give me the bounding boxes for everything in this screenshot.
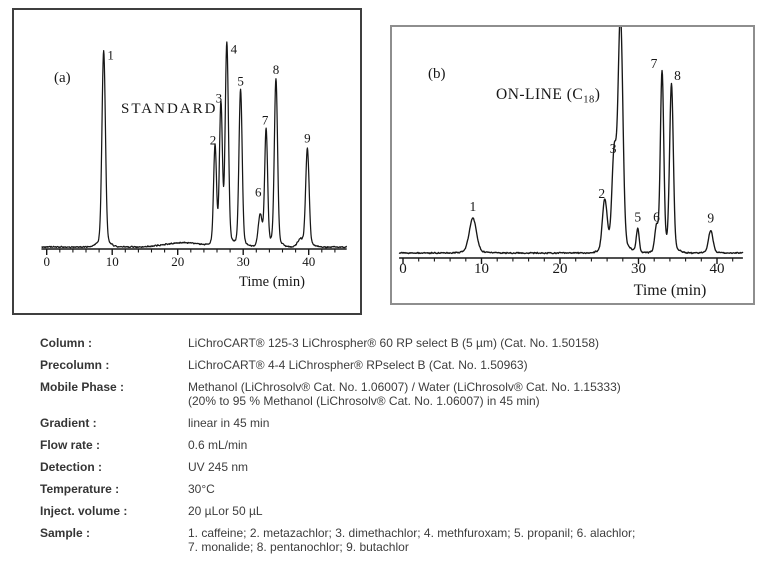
condition-label: Column : [40, 336, 92, 350]
condition-value-line: linear in 45 min [188, 416, 270, 430]
panel-letter: (b) [428, 66, 446, 82]
peak-label: 9 [304, 131, 311, 146]
x-tick-label: 40 [710, 261, 725, 277]
peak-label: 3 [216, 91, 223, 106]
condition-value-line: LiChroCART® 125-3 LiChrospher® 60 RP sel… [188, 336, 599, 350]
x-tick-label: 0 [43, 254, 50, 269]
peak-label: 5 [237, 73, 244, 88]
condition-row: Flow rate : 0.6 mL/min [40, 438, 746, 452]
condition-value-line: UV 245 nm [188, 460, 249, 474]
x-axis-title: Time (min) [634, 282, 707, 299]
condition-label: Flow rate : [40, 438, 101, 452]
condition-value-line: 30°C [188, 482, 215, 496]
chromatogram-panel-b: 0 10 20 30 40 Time (min) (b) ON-LINE (C18) 1 2 3 5 6… [390, 25, 755, 305]
peak-label: 5 [634, 209, 641, 224]
x-tick-label: 30 [237, 254, 250, 269]
peak-label: 6 [255, 184, 262, 199]
condition-value-line: 0.6 mL/min [188, 438, 248, 452]
peak-label: 1 [107, 47, 114, 62]
x-tick-label: 0 [399, 261, 407, 277]
condition-row: Precolumn : LiChroCART® 4-4 LiChrospher® … [40, 358, 746, 372]
condition-label: Temperature : [40, 482, 120, 496]
condition-value: 0.6 mL/min [188, 438, 746, 452]
condition-value-line: (20% to 95 % Methanol (LiChrosolv® Cat. … [188, 394, 540, 408]
x-axis-title: Time (min) [239, 274, 305, 290]
condition-value: 20 µLor 50 µL [188, 504, 746, 518]
condition-label: Gradient : [40, 416, 97, 430]
condition-label: Inject. volume : [40, 504, 128, 518]
condition-value-line: LiChroCART® 4-4 LiChrospher® RPselect B … [188, 358, 528, 372]
condition-row: Gradient : linear in 45 min [40, 416, 746, 430]
condition-label: Mobile Phase : [40, 380, 125, 394]
chromatogram-panel-a: 0 10 20 30 40 Time (min) (a) STANDARD 1 2 3 4 5 6 7 8 9 [12, 8, 362, 315]
condition-row: Detection : UV 245 nm [40, 460, 746, 474]
peak-label: 8 [273, 62, 280, 77]
chromatogram-a-plot: 0 10 20 30 40 Time (min) (a) STANDARD 1 2 3 4 5 6 7 8 9 [41, 41, 348, 290]
x-tick-label: 10 [474, 261, 489, 277]
condition-row: Inject. volume : 20 µLor 50 µL [40, 504, 746, 518]
peak-label: 7 [262, 112, 269, 127]
x-tick-label: 20 [171, 254, 184, 269]
peak-label: 9 [707, 210, 714, 225]
condition-value-line: 1. caffeine; 2. metazachlor; 3. dimethac… [188, 526, 636, 540]
x-tick-label: 30 [631, 261, 646, 277]
peak-label: 7 [651, 56, 658, 71]
conditions-table: Column : LiChroCART® 125-3 LiChrospher® 6… [40, 336, 746, 562]
condition-value: 1. caffeine; 2. metazachlor; 3. dimethac… [188, 526, 746, 554]
condition-row: Mobile Phase : Methanol (LiChrosolv® Cat.… [40, 380, 746, 408]
condition-value-line: 20 µLor 50 µL [188, 504, 263, 518]
condition-label: Sample : [40, 526, 91, 540]
peak-label: 8 [674, 68, 681, 83]
condition-value-line: 7. monalide; 8. pentanochlor; 9. butachl… [188, 540, 409, 554]
condition-value: LiChroCART® 125-3 LiChrospher® 60 RP sel… [188, 336, 746, 350]
condition-label: Detection : [40, 460, 103, 474]
condition-row: Temperature : 30°C [40, 482, 746, 496]
x-tick-label: 40 [302, 254, 315, 269]
x-tick-label: 20 [553, 261, 568, 277]
condition-label: Precolumn : [40, 358, 110, 372]
peak-label: 2 [598, 186, 605, 201]
peak-label: 6 [653, 209, 660, 224]
peak-label: 3 [610, 141, 617, 156]
x-tick-label: 10 [106, 254, 119, 269]
peak-label: 1 [469, 199, 476, 214]
condition-row: Column : LiChroCART® 125-3 LiChrospher® 6… [40, 336, 746, 350]
condition-value: 30°C [188, 482, 746, 496]
panel-title: ON-LINE (C18) [496, 86, 600, 106]
panel-title: STANDARD [121, 101, 217, 117]
condition-value: linear in 45 min [188, 416, 746, 430]
panel-letter: (a) [54, 70, 71, 86]
chromatogram-trace [398, 27, 744, 255]
peak-label: 2 [210, 133, 217, 148]
peak-label: 4 [231, 41, 238, 56]
condition-row: Sample : 1. caffeine; 2. metazachlor; 3. … [40, 526, 746, 554]
condition-value-line: Methanol (LiChrosolv® Cat. No. 1.06007) … [188, 380, 621, 394]
chromatogram-trace [41, 41, 348, 249]
condition-value: LiChroCART® 4-4 LiChrospher® RPselect B … [188, 358, 746, 372]
condition-value: UV 245 nm [188, 460, 746, 474]
condition-value: Methanol (LiChrosolv® Cat. No. 1.06007) … [188, 380, 746, 408]
